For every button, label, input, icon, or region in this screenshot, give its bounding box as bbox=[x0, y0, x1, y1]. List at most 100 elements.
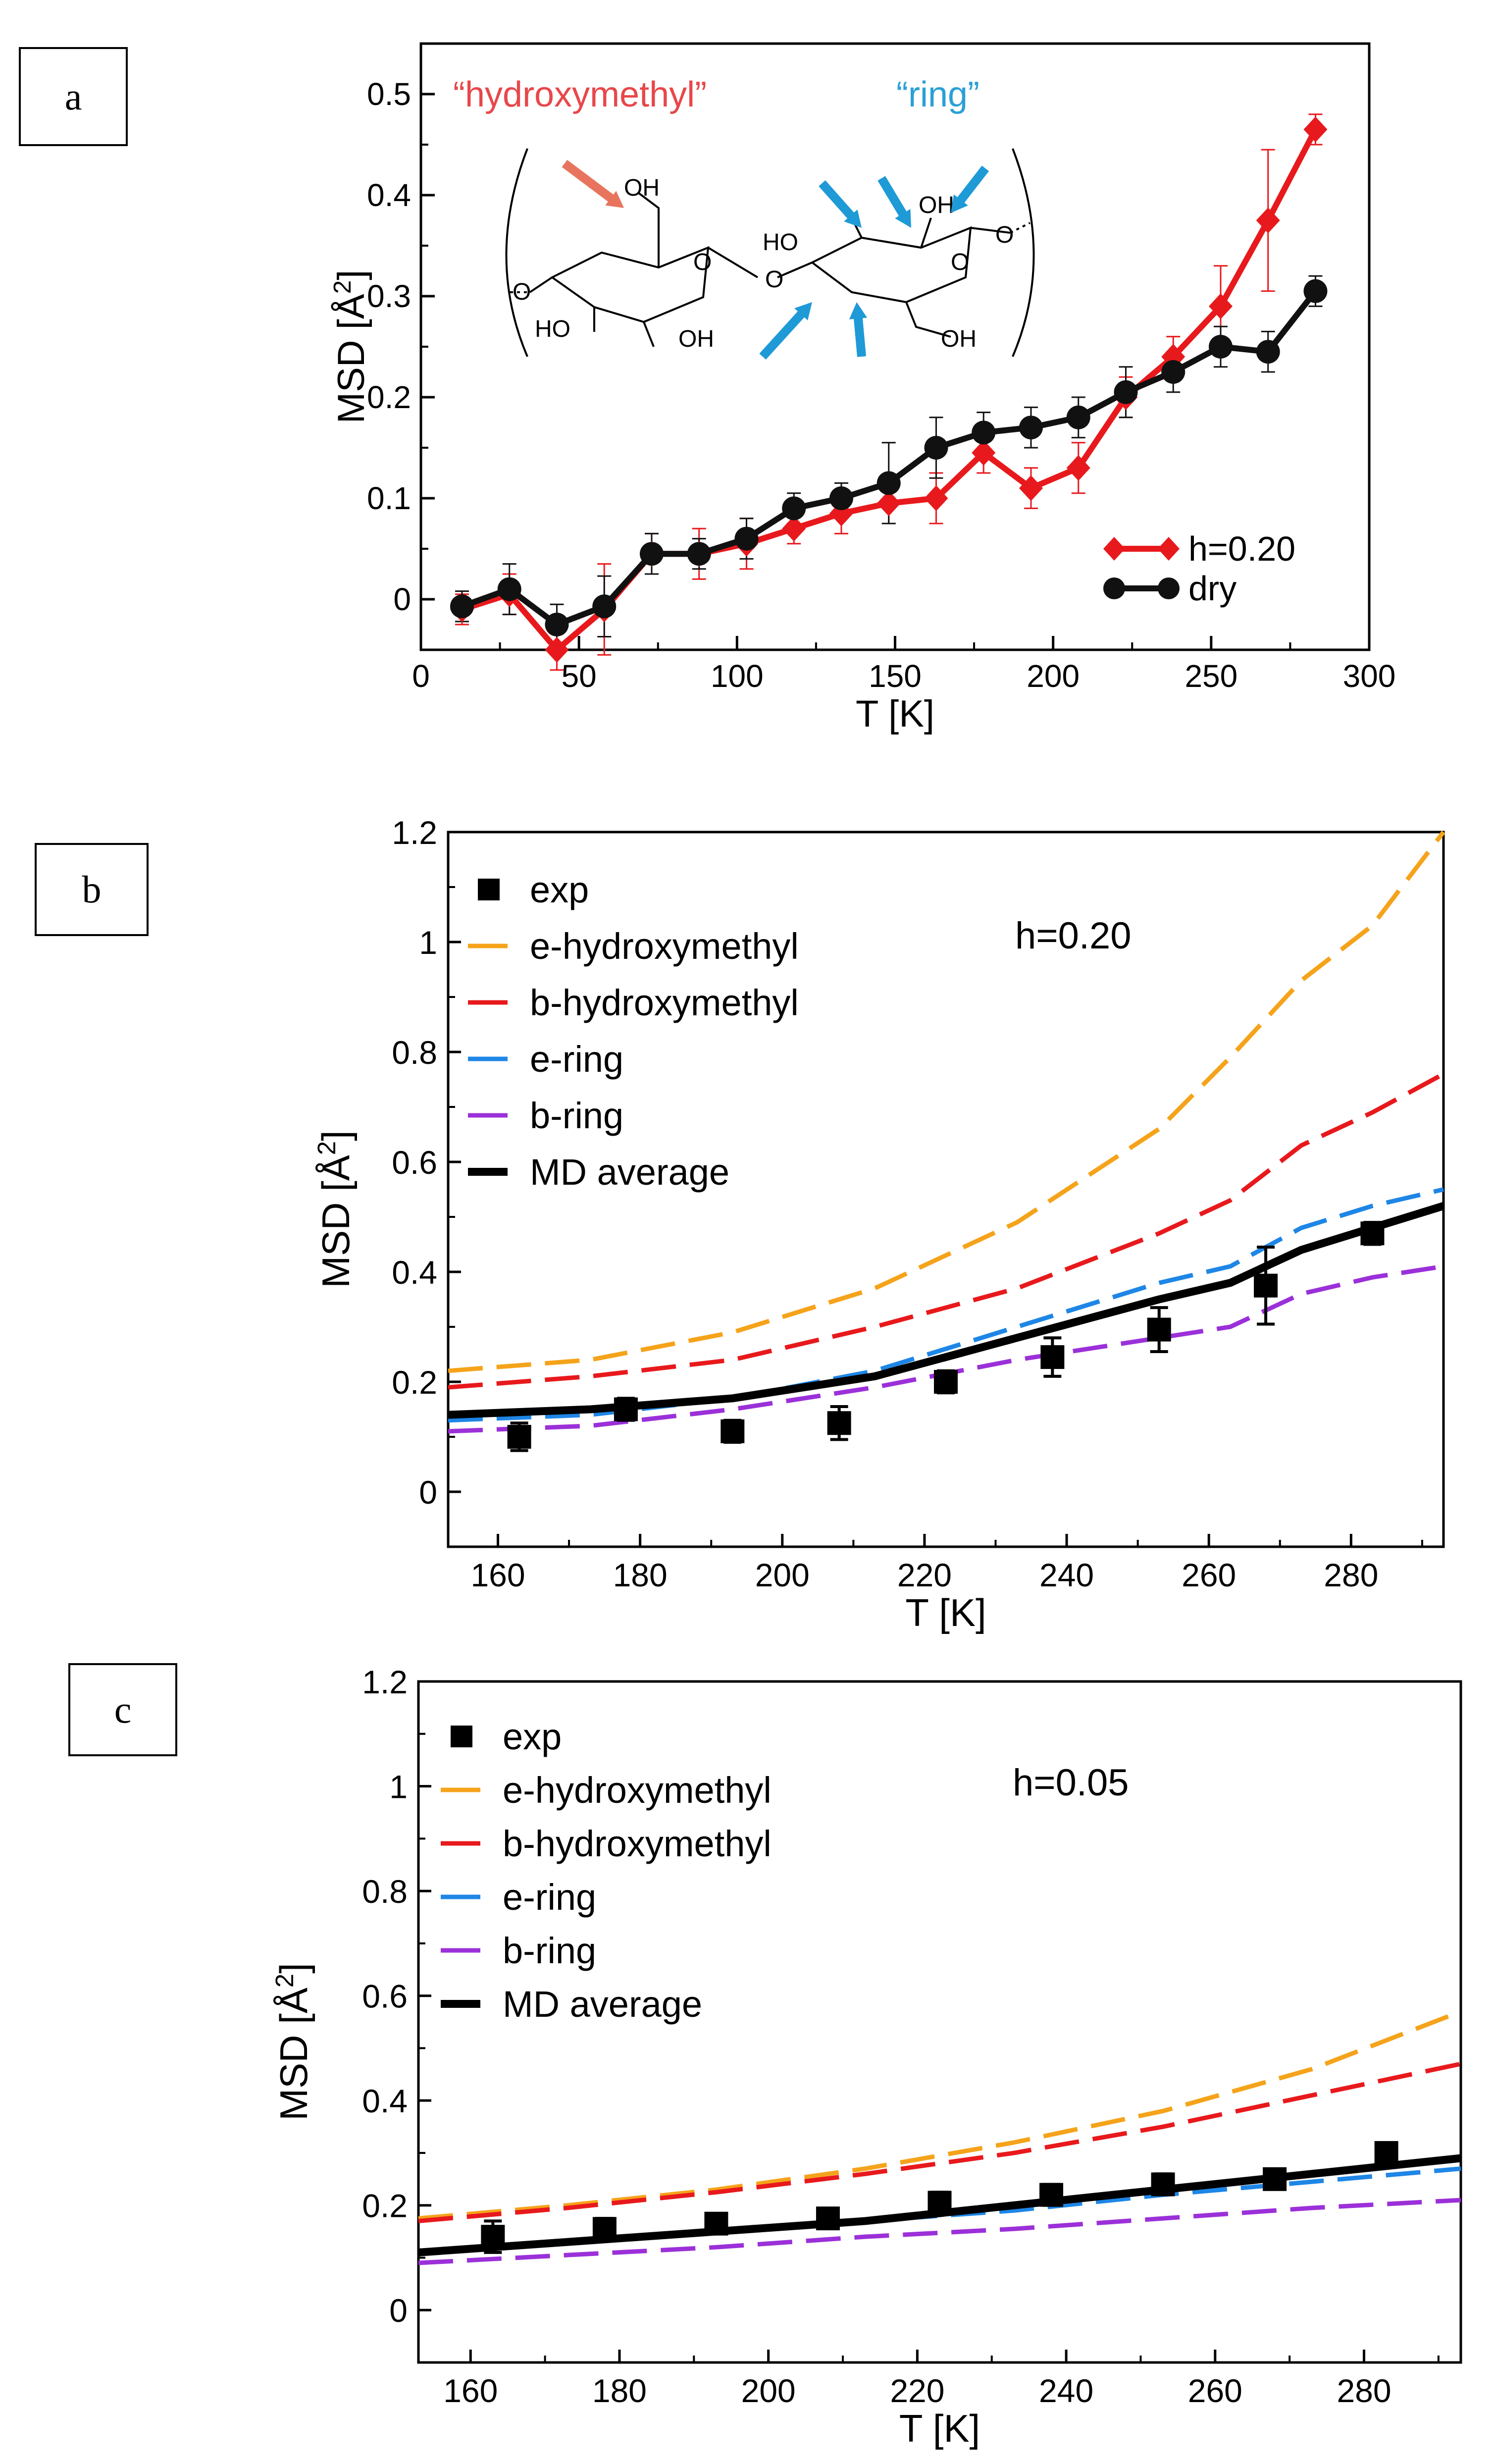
structure-atom-label: HO bbox=[763, 229, 798, 256]
ring-arrow-head bbox=[951, 194, 968, 213]
structure-atom-label: O bbox=[693, 249, 712, 275]
exp-point bbox=[1360, 1221, 1385, 1246]
y-tick-label: 0.8 bbox=[362, 1873, 408, 1910]
x-axis-label: T [K] bbox=[905, 1591, 986, 1634]
y-tick-label: 0 bbox=[393, 581, 411, 617]
x-tick-label: 0 bbox=[412, 658, 430, 694]
x-tick-label: 200 bbox=[741, 2372, 796, 2409]
x-tick-label: 240 bbox=[1039, 2372, 1093, 2409]
series-hydrated-point bbox=[1256, 208, 1280, 233]
y-tick-label: 0.8 bbox=[392, 1034, 437, 1071]
series-hydrated-point bbox=[972, 440, 996, 466]
series-dry-point bbox=[1303, 279, 1328, 303]
chart-panel-a: 0 50 100 150 200 250 300 0 0.1 0.2 0.3 0.4 0.5 T [K] M… bbox=[329, 42, 1395, 735]
x-axis-label: T [K] bbox=[856, 693, 934, 735]
y-tick-label: 1 bbox=[389, 1769, 408, 1805]
legend-exp-marker bbox=[478, 879, 500, 900]
series-hydrated-point bbox=[924, 485, 948, 511]
exp-point bbox=[827, 1411, 851, 1435]
left-ch2oh bbox=[638, 192, 660, 267]
y-tick-label: 0 bbox=[389, 2292, 408, 2329]
legend-e-ring-label: e-ring bbox=[503, 1877, 596, 1918]
ring-arrow bbox=[853, 312, 866, 357]
legend-b-ring-label: b-ring bbox=[503, 1930, 596, 1971]
series-hydrated-point bbox=[1019, 475, 1043, 501]
exp-point bbox=[1039, 2183, 1064, 2207]
series-dry-point bbox=[734, 526, 759, 551]
series-hydrated-point bbox=[545, 637, 569, 663]
exp-point bbox=[592, 2217, 617, 2241]
series-b-hydroxymethyl-line bbox=[448, 1072, 1445, 1390]
series-dry-point bbox=[924, 436, 948, 460]
y-tick-label: 1.2 bbox=[362, 1664, 408, 1700]
series-e-hydroxymethyl-line bbox=[448, 831, 1445, 1373]
series-dry-point bbox=[972, 420, 996, 445]
right-ring bbox=[810, 226, 972, 304]
panel-label-a: a bbox=[19, 47, 128, 146]
ring-arrow-head bbox=[895, 209, 911, 228]
series-hydrated-line bbox=[461, 128, 1318, 653]
x-tick-label: 160 bbox=[470, 1557, 525, 1593]
x-axis-label: T [K] bbox=[899, 2407, 980, 2450]
series-dry-point bbox=[782, 496, 806, 521]
x-tick-label: 260 bbox=[1188, 2372, 1242, 2409]
series-hydrated-point bbox=[1303, 116, 1328, 143]
hydroxymethyl-arrow bbox=[562, 159, 619, 206]
ring-arrow bbox=[759, 306, 809, 360]
y-tick-label: 0.4 bbox=[392, 1254, 437, 1291]
x-tick-label: 280 bbox=[1337, 2372, 1391, 2409]
x-tick-label: 220 bbox=[897, 1557, 952, 1593]
series-dry-point bbox=[876, 471, 901, 495]
legend-exp-label: exp bbox=[530, 869, 589, 910]
x-tick-label: 280 bbox=[1324, 1557, 1378, 1593]
panel-label-c: c bbox=[68, 1663, 177, 1756]
legend-hydrated-label: h=0.20 bbox=[1188, 529, 1295, 568]
ring-arrow bbox=[953, 165, 989, 208]
series-dry-point bbox=[450, 594, 474, 619]
structure-atom-label: OH bbox=[678, 326, 714, 352]
series-b-ring-line bbox=[448, 1264, 1444, 1434]
y-tick-label: 0.4 bbox=[367, 177, 411, 213]
y-tick-label: 1 bbox=[419, 924, 437, 961]
x-tick-label: 150 bbox=[869, 658, 922, 694]
series-dry-point bbox=[1208, 335, 1233, 359]
structure-atom-label: OH bbox=[941, 326, 977, 352]
chart-panel-b: 160 180 200 220 240 260 280 0 0.2 0.4 0.6 0.8 1 1.2 T … bbox=[312, 814, 1445, 1634]
x-tick-label: 240 bbox=[1039, 1557, 1094, 1593]
structure-atom-label: O bbox=[765, 266, 783, 293]
hydration-annotation: h=0.20 bbox=[1015, 915, 1132, 957]
exp-point bbox=[816, 2206, 840, 2231]
exp-point bbox=[1040, 1345, 1065, 1369]
exp-point bbox=[507, 1425, 531, 1449]
y-tick-label: 0.1 bbox=[367, 480, 411, 516]
x-tick-label: 50 bbox=[562, 658, 597, 694]
exp-point bbox=[614, 1397, 638, 1421]
legend-b-ring-label: b-ring bbox=[530, 1095, 623, 1136]
structure-atom-label: HO bbox=[535, 316, 570, 342]
exp-point bbox=[1263, 2167, 1287, 2191]
series-dry-point bbox=[1019, 416, 1043, 440]
legend-dry-label: dry bbox=[1188, 569, 1236, 608]
legend-dry-marker bbox=[1158, 577, 1180, 599]
ring-arrow-head bbox=[849, 302, 868, 319]
series-hydrated-point bbox=[876, 490, 901, 517]
legend-e-hydroxymethyl-label: e-hydroxymethyl bbox=[530, 926, 799, 967]
legend-e-hydroxymethyl-label: e-hydroxymethyl bbox=[503, 1770, 772, 1811]
legend-b-hydroxymethyl-label: b-hydroxymethyl bbox=[503, 1823, 772, 1864]
legend-e-ring-label: e-ring bbox=[530, 1039, 623, 1080]
left-ring bbox=[550, 246, 710, 323]
series-dry-point bbox=[1114, 380, 1138, 404]
exp-point bbox=[927, 2191, 952, 2215]
series-b-hydroxymethyl-line bbox=[418, 2061, 1461, 2223]
series-dry-point bbox=[1161, 360, 1185, 384]
y-tick-label: 0 bbox=[419, 1474, 437, 1511]
y-tick-label: 0.5 bbox=[367, 76, 411, 112]
legend-b-hydroxymethyl-label: b-hydroxymethyl bbox=[530, 982, 799, 1023]
y-tick-label: 0.2 bbox=[392, 1364, 437, 1401]
structure-atom-label: O bbox=[513, 279, 531, 305]
left-bonds bbox=[529, 247, 759, 347]
panel-label-b: b bbox=[35, 843, 149, 936]
x-tick-label: 250 bbox=[1185, 658, 1237, 694]
chart-panel-c: 160 180 200 220 240 260 280 0 0.2 0.4 0.6 0.8 1 1.2 T … bbox=[270, 1664, 1462, 2450]
y-tick-label: 1.2 bbox=[392, 814, 437, 851]
